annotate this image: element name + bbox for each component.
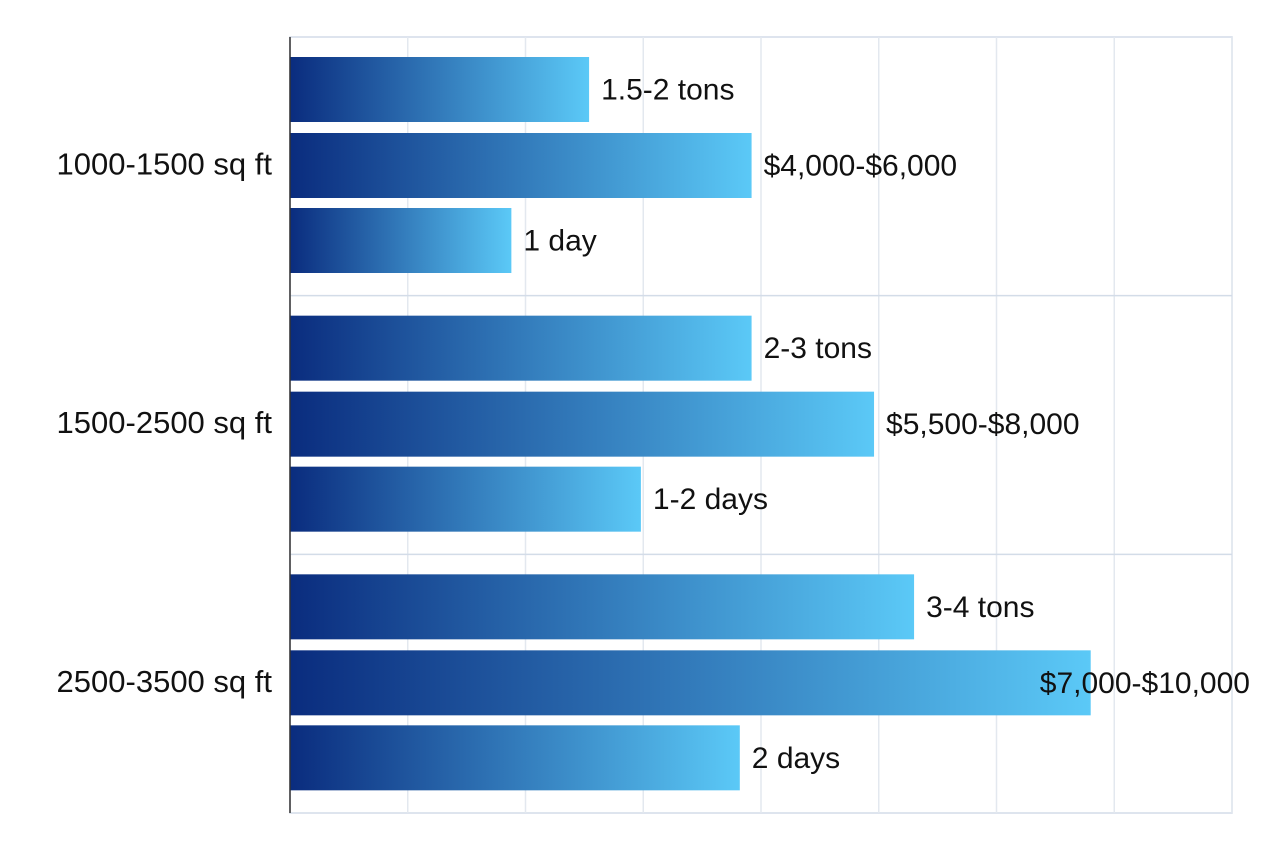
bar (290, 133, 752, 198)
category-label: 1000-1500 sq ft (57, 147, 273, 182)
value-label: $5,500-$8,000 (886, 408, 1080, 441)
value-label: 1.5-2 tons (601, 73, 734, 106)
bar (290, 466, 641, 532)
bar (290, 57, 590, 122)
bar (290, 650, 1091, 716)
category-label: 2500-3500 sq ft (57, 664, 273, 699)
category-label: 1500-2500 sq ft (57, 405, 273, 440)
bar (290, 391, 875, 457)
value-label: 2 days (752, 742, 840, 775)
value-label: 2-3 tons (764, 332, 872, 365)
bar (290, 208, 512, 273)
value-label: $7,000-$10,000 (1040, 667, 1250, 700)
value-label: 1-2 days (653, 483, 768, 516)
value-label: 3-4 tons (926, 591, 1034, 624)
bar (290, 315, 752, 381)
value-label: $4,000-$6,000 (764, 149, 958, 182)
bar (290, 725, 740, 791)
bar (290, 574, 915, 640)
value-label: 1 day (523, 224, 596, 257)
